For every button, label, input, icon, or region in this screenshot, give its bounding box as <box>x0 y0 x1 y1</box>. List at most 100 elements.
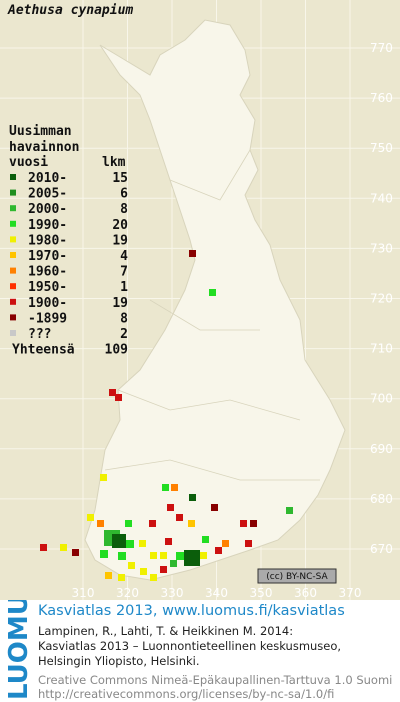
legend-heading: havainnon <box>9 140 79 155</box>
grid-label: 310 <box>72 586 95 600</box>
occurrence <box>162 484 169 491</box>
grid-label: 720 <box>370 292 393 306</box>
occurrence <box>200 552 207 559</box>
occurrence <box>87 514 94 521</box>
grid-label: 760 <box>370 91 393 105</box>
occurrence <box>176 552 184 560</box>
grid-label: 670 <box>370 542 393 556</box>
grid-label: 750 <box>370 141 393 155</box>
grid-label: 770 <box>370 41 393 55</box>
occurrence <box>60 544 67 551</box>
legend-count: 19 <box>112 233 128 248</box>
logo-text: LUOMUS <box>4 600 34 700</box>
occurrence <box>209 289 216 296</box>
region-border <box>149 299 260 331</box>
legend-count: 7 <box>120 265 128 280</box>
legend-label: 1900- <box>28 296 67 311</box>
occurrence <box>170 560 177 567</box>
legend-swatch <box>10 236 16 243</box>
occurrence <box>105 572 112 579</box>
grid-label: 690 <box>370 442 393 456</box>
license-line: Creative Commons Nimeä-Epäkaupallinen-Ta… <box>38 673 393 687</box>
legend-count: 2 <box>120 327 128 342</box>
occurrence <box>167 504 174 511</box>
occurrence <box>139 540 146 547</box>
occurrence <box>171 484 178 491</box>
map-title: Aethusa cynapium <box>7 3 133 18</box>
legend-swatch <box>10 174 16 180</box>
occurrence <box>222 540 229 547</box>
logo-box: LUOMUS <box>0 600 34 702</box>
grid-label: 700 <box>370 392 393 406</box>
occurrence <box>189 494 196 501</box>
occurrence <box>125 520 132 527</box>
occurrence <box>100 474 107 481</box>
region-border <box>104 459 320 481</box>
badge-box <box>257 568 337 584</box>
legend-label: 2010- <box>28 171 67 186</box>
legend-swatch <box>10 298 16 305</box>
grid-label: 730 <box>370 241 393 255</box>
grid-label: 710 <box>370 342 393 356</box>
occurrence <box>140 568 147 575</box>
occurrence <box>176 514 183 521</box>
occurrence <box>118 552 126 560</box>
occurrence <box>126 540 134 548</box>
legend-label: 2000- <box>28 202 67 217</box>
legend-swatch <box>10 220 16 227</box>
legend-label: 1950- <box>28 280 67 295</box>
legend-count: 1 <box>120 280 128 295</box>
citation-line: Helsingin Yliopisto, Helsinki. <box>38 654 200 668</box>
grid-label: 680 <box>370 492 393 506</box>
occurrence <box>109 389 116 396</box>
license-badge: (cc) BY-NC-SA <box>257 568 337 584</box>
legend-label: 1960- <box>28 265 67 280</box>
legend-column: lkm <box>102 155 126 170</box>
legend-count: 15 <box>112 171 128 186</box>
legend-heading: Uusimman <box>9 124 72 139</box>
grid-label: 350 <box>250 586 273 600</box>
occurrence <box>286 507 293 514</box>
occurrence <box>202 536 209 543</box>
legend-count: 4 <box>120 249 128 264</box>
region-border <box>169 149 251 201</box>
occurrence <box>149 520 156 527</box>
occurrence <box>184 550 200 566</box>
occurrence <box>118 574 125 581</box>
occurrence <box>189 250 196 257</box>
occurrence <box>40 544 47 551</box>
legend-swatch <box>10 252 16 258</box>
finland-outline <box>84 19 346 581</box>
occurrence <box>188 520 195 527</box>
regions <box>104 149 320 481</box>
badge-text: (cc) BY-NC-SA <box>266 572 328 582</box>
logo: LUOMUS <box>4 600 34 700</box>
legend-count: 8 <box>120 202 128 217</box>
legend-label: ??? <box>28 327 51 342</box>
legend-label: 1990- <box>28 218 67 233</box>
occurrence <box>165 538 172 545</box>
legend-swatch <box>10 205 16 212</box>
grid-label: 370 <box>339 586 362 600</box>
occurrence <box>72 549 79 556</box>
occurrence <box>215 547 222 554</box>
occurrence <box>240 520 247 527</box>
license-line: http://creativecommons.org/licenses/by-n… <box>38 687 335 701</box>
legend-swatch <box>10 189 16 196</box>
occurrence <box>150 552 157 559</box>
occurrence <box>160 552 167 559</box>
occurrence <box>128 562 135 569</box>
legend-count: 19 <box>112 296 128 311</box>
legend-label: 2005- <box>28 187 67 202</box>
legend-swatch <box>10 267 16 274</box>
occurrences <box>40 250 293 581</box>
legend-count: 8 <box>120 311 128 326</box>
occurrence <box>245 540 252 547</box>
legend-label: 1980- <box>28 233 67 248</box>
grid-label: 360 <box>294 586 317 600</box>
occurrence <box>97 520 104 527</box>
legend-swatch <box>10 314 16 321</box>
occurrence <box>115 394 122 401</box>
